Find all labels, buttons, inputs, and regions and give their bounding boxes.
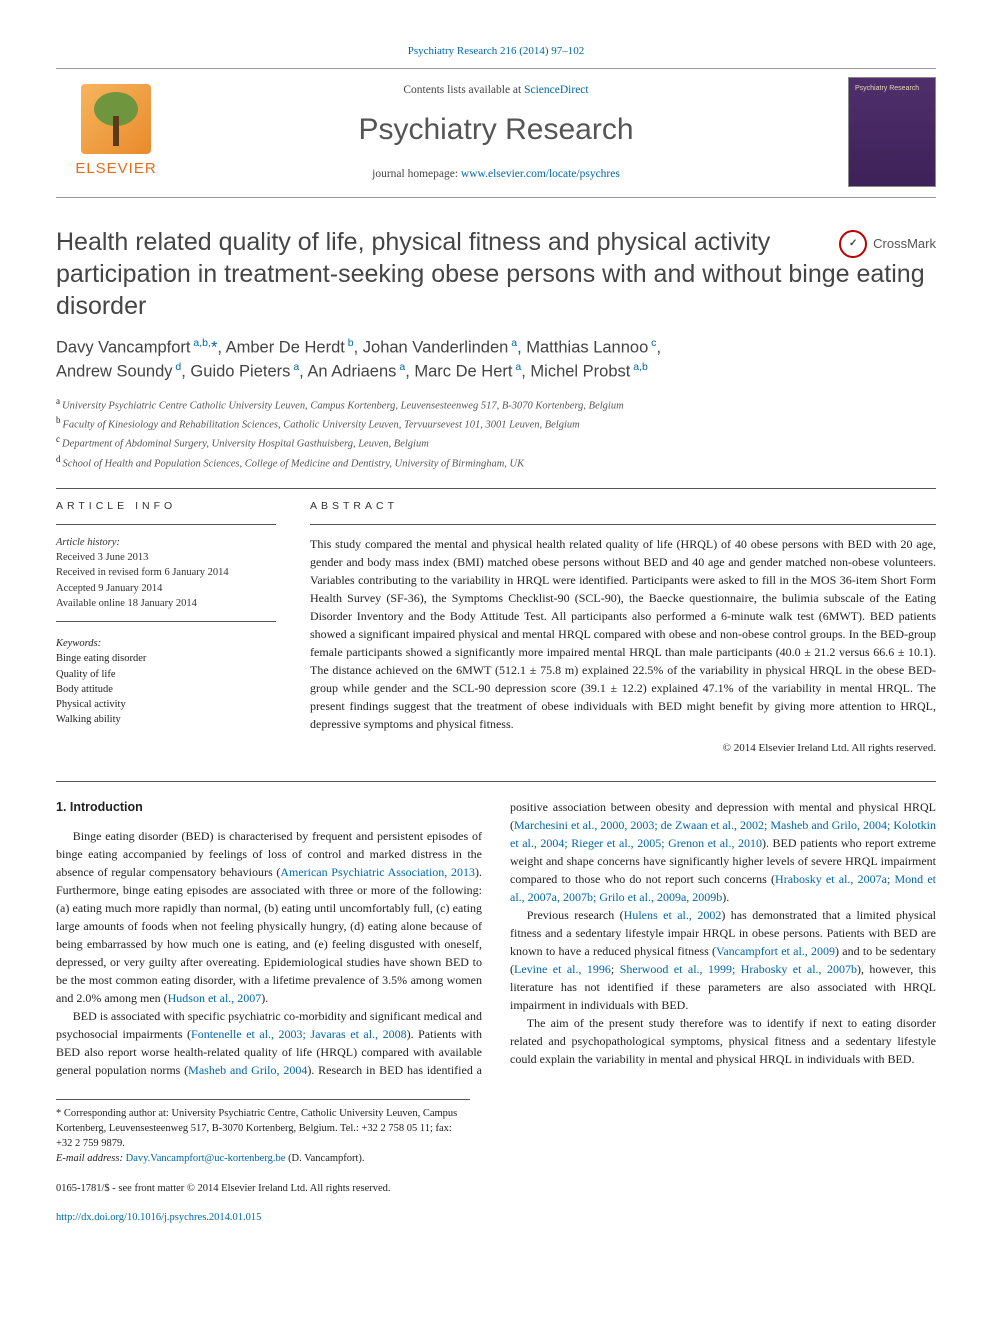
keyword: Physical activity	[56, 697, 276, 712]
issn-copyright-line: 0165-1781/$ - see front matter © 2014 El…	[56, 1181, 936, 1196]
affil-ref: a	[508, 337, 517, 349]
divider	[56, 621, 276, 622]
history-revised: Received in revised form 6 January 2014	[56, 565, 276, 580]
crossmark-badge[interactable]: ✓ CrossMark	[839, 230, 936, 258]
affiliation: cDepartment of Abdominal Surgery, Univer…	[56, 433, 936, 452]
affil-ref: b	[345, 337, 354, 349]
article-title: Health related quality of life, physical…	[56, 226, 936, 322]
body-paragraph: Previous research (Hulens et al., 2002) …	[510, 906, 936, 1014]
journal-homepage-link[interactable]: www.elsevier.com/locate/psychres	[461, 168, 620, 180]
elsevier-tree-icon	[81, 84, 151, 154]
crossmark-label: CrossMark	[873, 235, 936, 254]
citation-link[interactable]: Levine et al., 1996	[514, 962, 611, 976]
affil-ref: a	[396, 361, 405, 373]
history-label: Article history:	[56, 535, 276, 550]
citation-link[interactable]: Hulens et al., 2002	[624, 908, 722, 922]
affil-ref: a	[290, 361, 299, 373]
abstract-copyright: © 2014 Elsevier Ireland Ltd. All rights …	[310, 741, 936, 757]
affiliation-list: aUniversity Psychiatric Centre Catholic …	[56, 395, 936, 472]
journal-title: Psychiatry Research	[176, 108, 816, 152]
article-info-block: ARTICLE INFO Article history: Received 3…	[56, 499, 276, 757]
crossmark-icon: ✓	[839, 230, 867, 258]
email-label: E-mail address:	[56, 1153, 126, 1164]
contents-available-line: Contents lists available at ScienceDirec…	[176, 82, 816, 99]
keyword: Body attitude	[56, 682, 276, 697]
affil-ref: c	[648, 337, 656, 349]
citation-link[interactable]: Vancampfort et al., 2009	[716, 944, 835, 958]
article-info-heading: ARTICLE INFO	[56, 499, 276, 514]
affiliation: aUniversity Psychiatric Centre Catholic …	[56, 395, 936, 414]
citation-link[interactable]: Masheb and Grilo, 2004	[188, 1063, 307, 1077]
keywords-list: Binge eating disorder Quality of life Bo…	[56, 651, 276, 727]
divider	[56, 781, 936, 782]
divider	[56, 488, 936, 489]
body-paragraph: Binge eating disorder (BED) is character…	[56, 827, 482, 1007]
corresponding-author-text: * Corresponding author at: University Ps…	[56, 1106, 470, 1152]
journal-masthead: ELSEVIER Contents lists available at Sci…	[56, 68, 936, 198]
keywords-label: Keywords:	[56, 636, 276, 651]
corresponding-footnote: * Corresponding author at: University Ps…	[56, 1099, 470, 1167]
author-list: Davy Vancampfort a,b,*, Amber De Herdt b…	[56, 336, 936, 385]
history-online: Available online 18 January 2014	[56, 596, 276, 611]
affil-ref: a,b,	[191, 337, 211, 349]
publisher-name: ELSEVIER	[75, 158, 156, 180]
affiliation: dSchool of Health and Population Science…	[56, 453, 936, 472]
abstract-text: This study compared the mental and physi…	[310, 535, 936, 733]
citation-link[interactable]: Sherwood et al., 1999; Hrabosky et al., …	[620, 962, 857, 976]
abstract-heading: ABSTRACT	[310, 499, 936, 514]
body-columns: 1. Introduction Binge eating disorder (B…	[56, 798, 936, 1079]
publisher-logo: ELSEVIER	[56, 84, 176, 180]
affil-ref: d	[173, 361, 182, 373]
affil-ref: a	[512, 361, 521, 373]
history-received: Received 3 June 2013	[56, 550, 276, 565]
abstract-block: ABSTRACT This study compared the mental …	[310, 499, 936, 757]
divider	[310, 524, 936, 525]
history-accepted: Accepted 9 January 2014	[56, 581, 276, 596]
sciencedirect-link[interactable]: ScienceDirect	[524, 84, 589, 96]
citation-link[interactable]: Hudson et al., 2007	[168, 991, 262, 1005]
affiliation: bFaculty of Kinesiology and Rehabilitati…	[56, 414, 936, 433]
running-citation: Psychiatry Research 216 (2014) 97–102	[56, 44, 936, 60]
body-paragraph: The aim of the present study therefore w…	[510, 1014, 936, 1068]
corresponding-email-link[interactable]: Davy.Vancampfort@uc-kortenberg.be	[126, 1153, 286, 1164]
doi-line: http://dx.doi.org/10.1016/j.psychres.201…	[56, 1210, 936, 1225]
homepage-prefix: journal homepage:	[372, 168, 461, 180]
keyword: Walking ability	[56, 712, 276, 727]
citation-link[interactable]: Fontenelle et al., 2003; Javaras et al.,…	[191, 1027, 407, 1041]
corresponding-email-line: E-mail address: Davy.Vancampfort@uc-kort…	[56, 1151, 470, 1166]
email-owner: (D. Vancampfort).	[285, 1153, 364, 1164]
divider	[56, 524, 276, 525]
journal-homepage-line: journal homepage: www.elsevier.com/locat…	[176, 166, 816, 183]
section-heading-introduction: 1. Introduction	[56, 798, 482, 817]
journal-cover-thumbnail	[848, 77, 936, 187]
keyword: Binge eating disorder	[56, 651, 276, 666]
affil-ref: a,b	[630, 361, 648, 373]
citation-link[interactable]: Hrabosky et al., 2007a; Mond et al., 200…	[510, 872, 936, 904]
corresponding-star-icon: *	[211, 338, 217, 356]
contents-prefix: Contents lists available at	[403, 84, 524, 96]
keyword: Quality of life	[56, 667, 276, 682]
doi-link[interactable]: http://dx.doi.org/10.1016/j.psychres.201…	[56, 1212, 261, 1223]
citation-link[interactable]: American Psychiatric Association, 2013	[280, 865, 475, 879]
citation-link[interactable]: Marchesini et al., 2000, 2003; de Zwaan …	[510, 818, 936, 850]
